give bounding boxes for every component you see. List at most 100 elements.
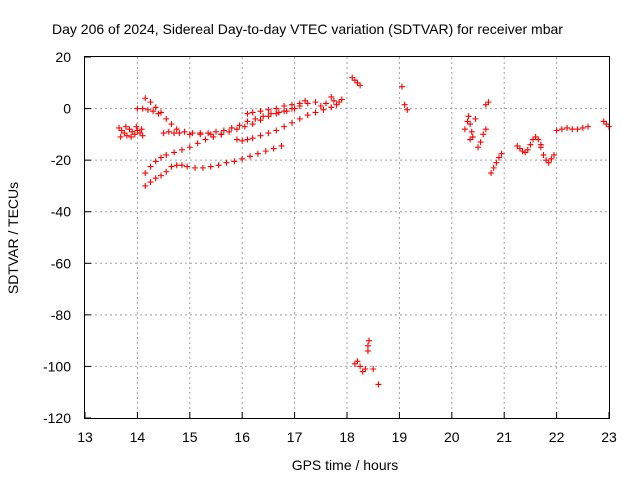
data-point — [333, 101, 340, 108]
data-point — [249, 135, 256, 142]
data-point — [603, 121, 610, 128]
data-point — [281, 102, 288, 109]
data-point — [152, 158, 159, 165]
data-point — [260, 113, 267, 120]
data-point — [244, 118, 251, 125]
data-point — [278, 142, 285, 149]
data-point — [192, 164, 199, 171]
data-point — [349, 74, 356, 81]
y-tick-label: -120 — [43, 410, 71, 426]
data-point — [514, 142, 521, 149]
data-point — [537, 144, 544, 151]
data-point — [268, 110, 275, 117]
data-point — [320, 106, 327, 113]
plot-frame — [84, 56, 610, 419]
data-point — [574, 126, 581, 133]
x-tick-label: 23 — [601, 429, 617, 445]
data-point — [288, 101, 295, 108]
data-point — [226, 128, 233, 135]
x-tick-label: 19 — [392, 429, 408, 445]
x-tick-label: 22 — [549, 429, 565, 445]
data-point — [467, 121, 474, 128]
data-point — [304, 112, 311, 119]
data-point — [364, 347, 371, 354]
data-point — [401, 101, 408, 108]
data-point — [244, 136, 251, 143]
data-point — [157, 172, 164, 179]
data-point — [247, 153, 254, 160]
data-point — [535, 136, 542, 143]
data-point — [202, 136, 209, 143]
x-tick-label: 14 — [130, 429, 146, 445]
data-point — [493, 159, 500, 166]
data-point — [585, 123, 592, 130]
data-point — [249, 121, 256, 128]
y-tick-label: -60 — [51, 255, 71, 271]
data-point — [122, 123, 129, 130]
data-point — [176, 130, 183, 137]
data-point — [323, 100, 330, 107]
data-point — [357, 363, 364, 370]
data-point — [370, 366, 377, 373]
data-point — [171, 149, 178, 156]
data-point — [241, 123, 248, 130]
data-point — [262, 148, 269, 155]
data-point — [186, 131, 193, 138]
data-point — [296, 115, 303, 122]
data-point — [265, 130, 272, 137]
data-point — [194, 140, 201, 147]
data-point — [239, 137, 246, 144]
data-point — [117, 133, 124, 140]
data-point — [152, 104, 159, 111]
data-point — [273, 127, 280, 134]
data-point — [118, 127, 125, 134]
data-point — [173, 126, 180, 133]
data-point — [364, 342, 371, 349]
data-point — [490, 164, 497, 171]
data-point — [477, 139, 484, 146]
x-tick-label: 16 — [234, 429, 250, 445]
data-point — [257, 132, 264, 139]
data-point — [131, 131, 138, 138]
data-point — [163, 151, 170, 158]
data-point — [236, 122, 243, 129]
data-point — [467, 136, 474, 143]
data-point — [328, 93, 335, 100]
data-point — [168, 163, 175, 170]
x-tick-label: 13 — [77, 429, 93, 445]
data-point — [157, 154, 164, 161]
data-point — [254, 150, 261, 157]
y-tick-label: -20 — [51, 152, 71, 168]
data-point — [239, 155, 246, 162]
data-point — [134, 105, 141, 112]
x-tick-label: 20 — [444, 429, 460, 445]
data-point — [223, 159, 230, 166]
data-point — [468, 128, 475, 135]
data-point — [147, 99, 154, 106]
data-point — [218, 131, 225, 138]
data-point — [147, 163, 154, 170]
data-point — [265, 106, 272, 113]
data-point — [488, 170, 495, 177]
data-point — [469, 133, 476, 140]
data-point — [215, 162, 222, 169]
data-point — [302, 97, 309, 104]
data-point — [184, 163, 191, 170]
data-point — [480, 131, 487, 138]
y-tick-label: 20 — [55, 49, 71, 65]
data-point — [133, 123, 140, 130]
data-point — [134, 127, 141, 134]
data-point — [231, 158, 238, 165]
y-tick-label: -40 — [51, 204, 71, 220]
data-point — [404, 106, 411, 113]
data-point — [548, 155, 555, 162]
data-point — [550, 151, 557, 158]
data-point — [482, 101, 489, 108]
data-point — [157, 109, 164, 116]
x-tick-label: 15 — [182, 429, 198, 445]
data-point — [351, 77, 358, 84]
grid — [85, 57, 609, 418]
ticks: 13 14 15 16 17 18 19 20 21 22 23 20 0 -20 -40 -60 -80 -10… — [43, 49, 617, 445]
data-point — [165, 128, 172, 135]
data-point — [519, 148, 526, 155]
